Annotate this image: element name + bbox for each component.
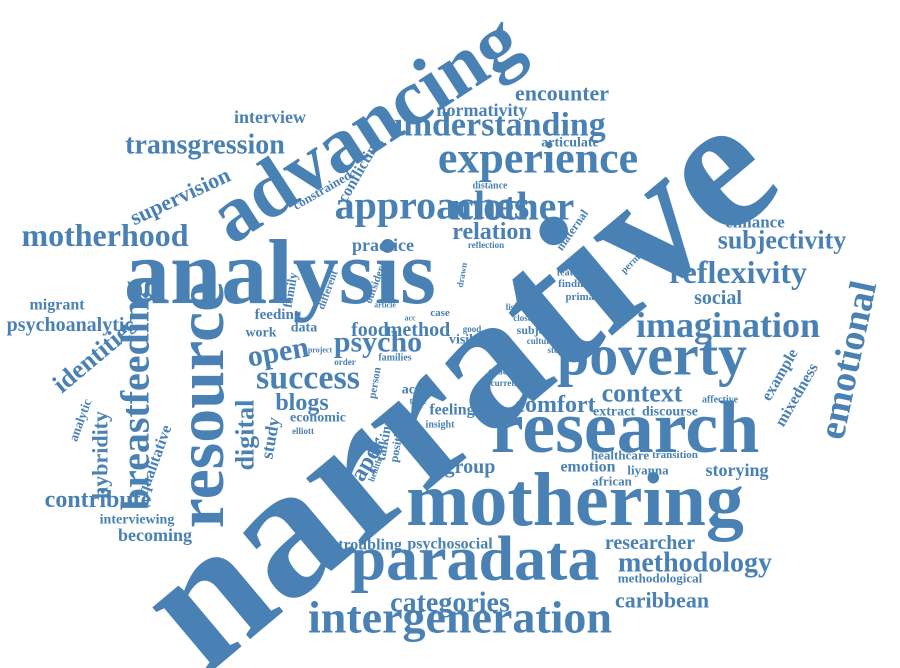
word: becoming [118, 525, 192, 545]
word: project [308, 346, 333, 355]
word: feature [557, 268, 588, 279]
word: practice [352, 235, 414, 255]
word: hybridity [88, 411, 113, 499]
word: visible [449, 333, 487, 348]
word: discourse [642, 405, 698, 420]
word: poverty [557, 323, 747, 388]
word: analysis [124, 221, 436, 323]
word: caribbean [615, 588, 709, 613]
word: finding [558, 278, 592, 290]
word: paradata [351, 523, 600, 594]
word: migrant [29, 297, 85, 314]
word: listener [506, 302, 535, 312]
word: feeling [429, 402, 474, 419]
word: time [410, 396, 427, 406]
word: psycho [334, 326, 422, 359]
word: methodological [618, 571, 703, 586]
word: interview [234, 107, 306, 127]
word: contribute [45, 487, 152, 513]
word: imagination [636, 305, 820, 345]
word: person [366, 366, 383, 399]
word: stories [548, 345, 573, 355]
word: feeding [255, 307, 302, 323]
word: subject [517, 323, 554, 337]
word: understanding [394, 107, 606, 144]
word: talking [374, 418, 396, 462]
word: relation [452, 219, 532, 245]
word: approaches [335, 183, 530, 228]
word: psychoanalytic [7, 314, 134, 336]
word: intergeneration [308, 592, 612, 643]
word: liyanna [627, 463, 669, 478]
word: action [402, 383, 439, 398]
word: research [491, 387, 760, 469]
word: article [374, 301, 396, 310]
word: food [351, 319, 389, 341]
word: case [430, 307, 450, 319]
word: mother [450, 184, 574, 229]
word: subjectivity [718, 226, 847, 255]
word: comfort [514, 392, 595, 418]
word: insight [426, 420, 456, 431]
word: enhance [725, 213, 785, 232]
word: success [256, 360, 360, 397]
word: cultural [527, 336, 558, 346]
word: blogs [275, 390, 328, 416]
word: storying [706, 460, 769, 480]
word: mothering [406, 458, 744, 542]
word: economic [290, 411, 346, 426]
word: transition [652, 449, 698, 461]
word: transgression [125, 130, 285, 161]
word: families [378, 353, 411, 364]
word: group [445, 456, 496, 478]
word: normativity [437, 100, 528, 120]
word: troubling [338, 537, 402, 554]
word: data [291, 321, 317, 336]
word: drawn [455, 262, 469, 288]
word: space [488, 367, 512, 378]
word: distance [473, 181, 509, 192]
word: interviewing [100, 513, 175, 528]
word: order [334, 357, 356, 367]
word: resource [162, 282, 238, 529]
word: elliott [292, 426, 314, 436]
word: articulate [541, 136, 599, 151]
word: motherhood [21, 217, 188, 253]
word: extract [593, 405, 635, 420]
word: reflexivity [669, 254, 807, 290]
word: affective [702, 395, 739, 406]
word: encounter [515, 81, 609, 106]
word: current [491, 378, 520, 388]
word: experience [438, 134, 638, 183]
word: family [280, 271, 301, 309]
word: methodology [618, 548, 772, 579]
word: digital [231, 400, 260, 471]
word: healthcare [591, 448, 649, 463]
word: acc [404, 314, 416, 323]
word: primary [565, 291, 605, 303]
word: researcher [605, 532, 695, 554]
word: categories [390, 588, 510, 619]
word: work [245, 326, 276, 341]
word: breastfeeding [113, 280, 158, 510]
word: reflection [468, 240, 504, 250]
word: method [386, 319, 450, 341]
word: context [602, 379, 683, 408]
word: emotional [811, 277, 885, 443]
word: good [463, 324, 482, 334]
word: closen [513, 313, 537, 323]
word: social [694, 287, 742, 309]
word: emotion [560, 459, 615, 476]
word: psychosocial [407, 536, 493, 553]
word: african [592, 474, 632, 489]
